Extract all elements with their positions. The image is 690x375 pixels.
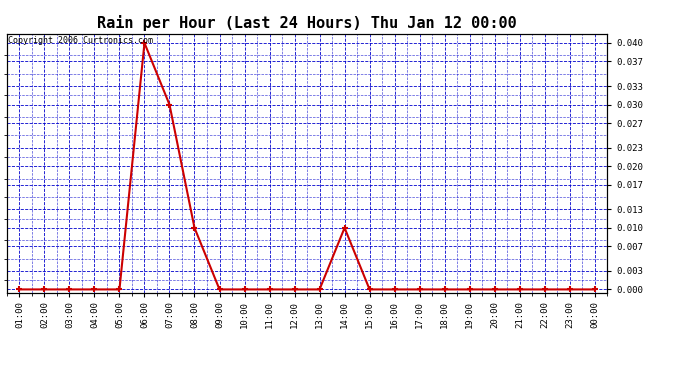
Text: Copyright 2006 Curtronics.com: Copyright 2006 Curtronics.com	[8, 36, 153, 45]
Title: Rain per Hour (Last 24 Hours) Thu Jan 12 00:00: Rain per Hour (Last 24 Hours) Thu Jan 12…	[97, 15, 517, 31]
